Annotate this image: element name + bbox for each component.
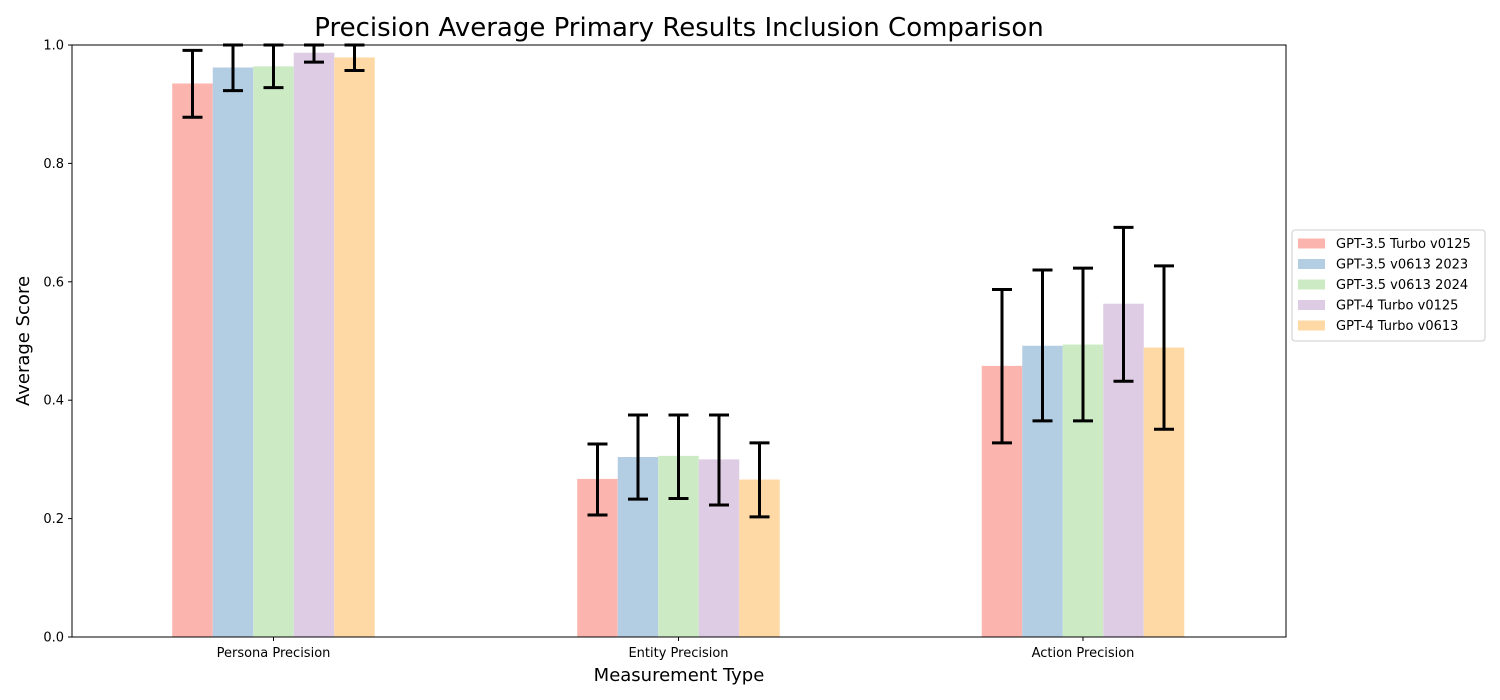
y-tick-label: 0.0 — [43, 631, 64, 646]
chart-title: Precision Average Primary Results Inclus… — [314, 13, 1043, 43]
y-tick-label: 0.6 — [43, 275, 64, 290]
x-tick-label: Action Precision — [1032, 646, 1135, 661]
legend-item: GPT-4 Turbo v0125 — [1298, 299, 1458, 314]
error-bar — [668, 413, 689, 500]
x-axis-label: Measurement Type — [594, 665, 765, 686]
errorbars-layer — [182, 43, 1174, 519]
bar — [172, 83, 213, 638]
x-tick-label: Persona Precision — [217, 646, 331, 661]
legend-items: GPT-3.5 Turbo v0125 GPT-3.5 v0613 2023 GPT… — [1298, 237, 1471, 334]
legend: GPT-3.5 Turbo v0125 GPT-3.5 v0613 2023 GPT… — [1291, 229, 1486, 342]
legend-label: GPT-4 Turbo v0613 — [1336, 319, 1458, 334]
error-bar — [992, 287, 1012, 445]
y-tick-label: 1.0 — [43, 39, 64, 54]
y-axis-label: Average Score — [13, 276, 34, 406]
legend-label: GPT-4 Turbo v0125 — [1336, 299, 1458, 314]
legend-item: GPT-4 Turbo v0613 — [1298, 319, 1458, 334]
error-bar — [587, 442, 608, 517]
error-bar — [749, 441, 770, 519]
legend-item: GPT-3.5 v0613 2023 — [1298, 258, 1468, 273]
error-bar — [628, 413, 648, 501]
legend-swatch — [1298, 279, 1325, 290]
legend-item: GPT-3.5 Turbo v0125 — [1298, 237, 1471, 252]
legend-swatch — [1298, 300, 1325, 310]
bar — [212, 67, 254, 638]
x-tick-label: Entity Precision — [628, 646, 728, 661]
bar — [293, 52, 335, 638]
error-bar — [1073, 266, 1093, 423]
error-bar — [709, 413, 729, 507]
bar — [334, 57, 375, 637]
legend-frame — [1291, 229, 1486, 342]
legend-item: GPT-3.5 v0613 2024 — [1298, 278, 1468, 293]
y-tick-label: 0.2 — [43, 512, 64, 527]
legend-label: GPT-3.5 Turbo v0125 — [1336, 237, 1471, 252]
legend-swatch — [1298, 320, 1325, 331]
x-ticks: Persona Precision Entity Precision Action … — [217, 637, 1135, 661]
bar — [253, 66, 294, 637]
y-tick-label: 0.4 — [43, 394, 64, 409]
y-ticks: 0.0 0.2 0.4 0.6 0.8 1.0 — [43, 39, 72, 646]
error-bar — [182, 48, 203, 119]
legend-swatch — [1298, 259, 1325, 269]
legend-label: GPT-3.5 v0613 2023 — [1336, 258, 1468, 273]
error-bar — [1032, 268, 1053, 423]
error-bar — [1154, 264, 1174, 431]
bars-layer — [172, 52, 1185, 638]
legend-swatch — [1298, 238, 1325, 249]
legend-label: GPT-3.5 v0613 2024 — [1336, 278, 1468, 293]
y-tick-label: 0.8 — [43, 157, 64, 172]
error-bar — [1113, 225, 1134, 383]
